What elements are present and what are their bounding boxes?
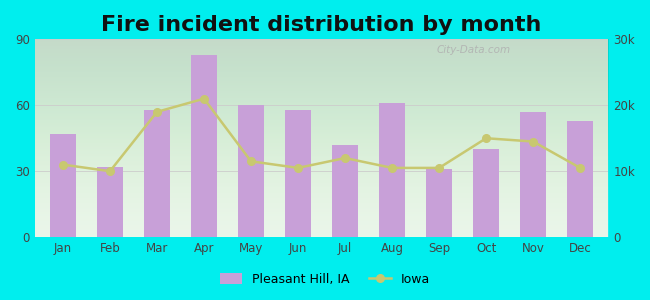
Bar bbox=[332, 145, 358, 237]
Bar bbox=[473, 149, 499, 237]
Bar bbox=[379, 103, 405, 237]
Bar bbox=[285, 110, 311, 237]
Bar bbox=[97, 167, 123, 237]
Legend: Pleasant Hill, IA, Iowa: Pleasant Hill, IA, Iowa bbox=[214, 268, 436, 291]
Bar bbox=[144, 110, 170, 237]
Bar bbox=[238, 105, 264, 237]
Bar bbox=[191, 55, 217, 237]
Text: City-Data.com: City-Data.com bbox=[436, 45, 510, 55]
Bar bbox=[426, 169, 452, 237]
Bar bbox=[50, 134, 76, 237]
Bar bbox=[567, 121, 593, 237]
Bar bbox=[520, 112, 546, 237]
Title: Fire incident distribution by month: Fire incident distribution by month bbox=[101, 15, 541, 35]
